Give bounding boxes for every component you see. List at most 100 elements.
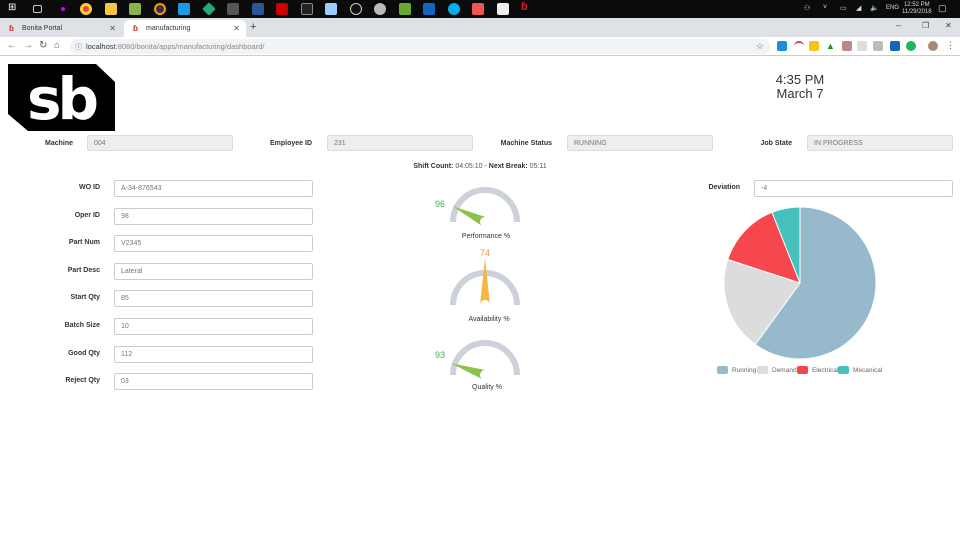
gauge-value: 93 bbox=[435, 350, 445, 360]
gauges: 96 74 93 bbox=[435, 187, 520, 380]
gauge-value: 74 bbox=[480, 248, 490, 258]
field-input[interactable]: A-34-876543 bbox=[114, 180, 313, 197]
bonita-icon[interactable]: ɓ bbox=[521, 1, 528, 13]
shift-count-label: Shift Count: bbox=[413, 163, 454, 170]
chrome-icon[interactable] bbox=[80, 3, 92, 15]
field-label: Reject Qty bbox=[65, 377, 100, 385]
pie-slice-running[interactable] bbox=[754, 206, 877, 360]
bookmark-star-icon[interactable]: ☆ bbox=[755, 41, 764, 51]
field-input[interactable]: 03 bbox=[114, 373, 313, 391]
legend-label: Electrical bbox=[812, 366, 839, 374]
battery-icon[interactable]: ▭ bbox=[840, 5, 847, 12]
legend-item[interactable]: Demand bbox=[757, 366, 797, 374]
forward-icon[interactable]: → bbox=[23, 40, 33, 51]
tab-bonita-portal[interactable]: ɓ Bonita Portal ✕ bbox=[0, 20, 122, 37]
legend-item[interactable]: Electrical bbox=[797, 366, 838, 374]
menu-icon[interactable]: ⋮ bbox=[946, 40, 955, 50]
field-label: Part Num bbox=[68, 239, 100, 247]
tab-manufacturing[interactable]: ɓ manufacturing ✕ bbox=[124, 20, 246, 37]
app-icon[interactable] bbox=[350, 3, 362, 15]
next-break-value: 05:11 bbox=[529, 163, 547, 170]
legend-swatch bbox=[838, 366, 849, 374]
minimize-button[interactable]: – bbox=[896, 20, 902, 30]
app-icon[interactable] bbox=[178, 3, 190, 15]
employee-id-field[interactable]: 231 bbox=[327, 135, 473, 151]
url-path: :8080/bonita/apps/manufacturing/dashboar… bbox=[115, 42, 265, 51]
pie-slice-mecanical[interactable] bbox=[771, 206, 801, 284]
new-tab-button[interactable]: + bbox=[250, 21, 257, 33]
job-state-label: Job State bbox=[760, 140, 792, 147]
terminal-icon[interactable] bbox=[301, 3, 313, 15]
legend-item[interactable]: Running bbox=[717, 366, 756, 374]
app-icon[interactable] bbox=[61, 7, 65, 11]
legend-swatch bbox=[757, 366, 768, 374]
acrobat-icon[interactable] bbox=[276, 3, 288, 15]
restore-button[interactable]: ❐ bbox=[922, 21, 930, 30]
language-indicator[interactable]: ENG bbox=[886, 5, 900, 11]
uipath-icon[interactable] bbox=[423, 3, 435, 15]
shift-count-value: 04:05:10 bbox=[455, 163, 483, 170]
grammarly-icon[interactable] bbox=[906, 41, 916, 51]
shift-info: Shift Count: 04:05:10 - Next Break: 05:1… bbox=[380, 163, 580, 170]
extension-icon[interactable] bbox=[857, 41, 867, 51]
people-icon[interactable]: ⚇ bbox=[804, 5, 811, 12]
app-icon[interactable] bbox=[399, 3, 411, 15]
url-input[interactable]: ⓘ localhost:8080/bonita/apps/manufacturi… bbox=[70, 39, 770, 54]
separator: - bbox=[482, 163, 489, 170]
powershell-icon[interactable] bbox=[252, 3, 264, 15]
app-icon[interactable] bbox=[129, 3, 141, 15]
field-input[interactable]: 98 bbox=[114, 207, 313, 225]
clock-date: March 7 bbox=[776, 86, 824, 101]
close-tab-icon[interactable]: ✕ bbox=[233, 24, 240, 33]
machine-status-field[interactable]: RUNNING bbox=[567, 135, 713, 151]
skype-icon[interactable] bbox=[448, 3, 460, 15]
field-input[interactable]: 112 bbox=[114, 345, 313, 363]
system-clock[interactable]: 12:52 PM 11/29/2018 bbox=[902, 2, 932, 16]
extension-icon[interactable] bbox=[777, 41, 787, 51]
close-tab-icon[interactable]: ✕ bbox=[109, 24, 116, 33]
reload-icon[interactable]: ↻ bbox=[39, 40, 48, 51]
wifi-icon[interactable]: ◢ bbox=[856, 5, 862, 12]
pie-slice-demand[interactable] bbox=[723, 258, 801, 346]
gauge-arc bbox=[450, 187, 520, 223]
legend-item[interactable]: Mecanical bbox=[838, 366, 882, 374]
app-icon[interactable] bbox=[472, 3, 484, 15]
field-input[interactable]: Lateral bbox=[114, 262, 313, 280]
job-state-field[interactable]: IN PROGRESS bbox=[807, 135, 953, 151]
field-label: Oper ID bbox=[74, 211, 100, 219]
uipath-extension-icon[interactable] bbox=[890, 41, 900, 51]
field-input[interactable]: 10 bbox=[114, 318, 313, 335]
extension-icon[interactable] bbox=[809, 41, 819, 51]
chevron-up-icon[interactable]: ˅ bbox=[823, 4, 828, 11]
bonita-favicon: ɓ bbox=[133, 24, 138, 33]
field-input[interactable]: V2345 bbox=[114, 235, 313, 253]
back-icon[interactable]: ← bbox=[7, 40, 17, 51]
extension-icon[interactable] bbox=[842, 41, 852, 51]
volume-icon[interactable]: 🔈 bbox=[870, 5, 879, 12]
deviation-field[interactable]: -4 bbox=[754, 180, 953, 197]
profile-avatar[interactable] bbox=[928, 41, 938, 51]
notifications-icon[interactable]: ▢ bbox=[938, 3, 947, 13]
app-icon[interactable] bbox=[374, 3, 386, 15]
app-icon[interactable] bbox=[497, 3, 509, 15]
git-icon[interactable] bbox=[202, 2, 216, 16]
extension-icon[interactable]: ▲ bbox=[826, 41, 835, 51]
app-icon[interactable] bbox=[227, 3, 239, 15]
next-break-label: Next Break: bbox=[488, 163, 528, 170]
extension-icon[interactable] bbox=[873, 41, 883, 51]
field-label: Part Desc bbox=[67, 266, 100, 274]
close-window-button[interactable]: ✕ bbox=[945, 21, 952, 30]
app-icon[interactable] bbox=[325, 3, 337, 15]
home-icon[interactable]: ⌂ bbox=[54, 40, 61, 51]
file-explorer-icon[interactable] bbox=[105, 3, 117, 15]
machine-field[interactable]: 004 bbox=[87, 135, 233, 151]
pie-slice-electrical[interactable] bbox=[727, 211, 801, 284]
eclipse-icon[interactable] bbox=[154, 3, 166, 15]
extension-icon[interactable] bbox=[794, 41, 804, 51]
sb-logo: sb bbox=[8, 64, 115, 131]
info-icon[interactable]: ⓘ bbox=[75, 44, 82, 51]
gauge-needle bbox=[450, 363, 487, 380]
field-input[interactable]: 85 bbox=[114, 290, 313, 308]
windows-start-icon[interactable]: ⊞ bbox=[8, 2, 17, 13]
task-view-icon[interactable] bbox=[33, 5, 42, 13]
